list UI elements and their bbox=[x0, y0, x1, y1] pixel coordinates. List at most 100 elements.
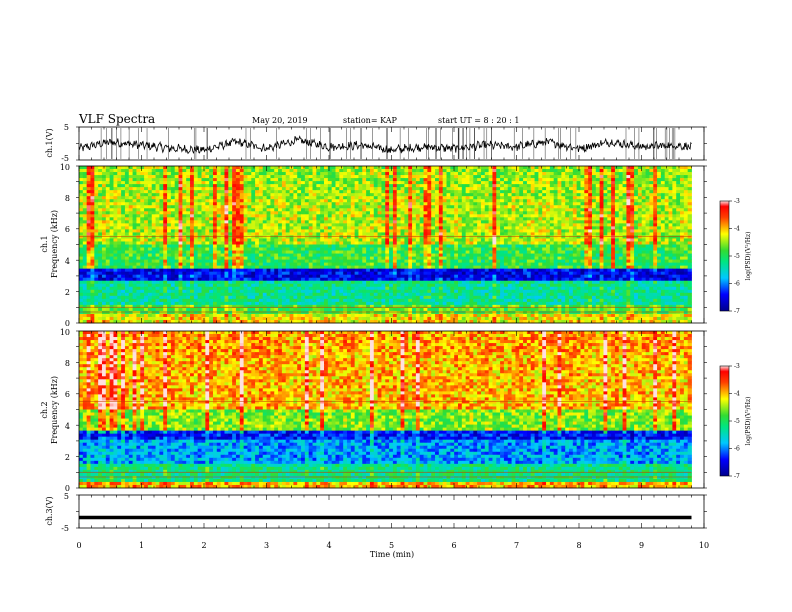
spec-cell bbox=[607, 250, 612, 254]
spec-cell bbox=[442, 226, 447, 230]
spec-cell bbox=[687, 208, 692, 212]
spec-cell bbox=[147, 220, 153, 224]
spec-cell bbox=[293, 196, 298, 200]
spec-cell bbox=[641, 253, 646, 257]
spec-cell bbox=[668, 208, 673, 212]
spec-cell bbox=[588, 187, 593, 191]
spec-cell bbox=[500, 166, 505, 170]
spec-cell bbox=[366, 193, 371, 197]
spec-cell bbox=[442, 184, 447, 188]
spec-cell bbox=[496, 184, 501, 188]
spec-cell bbox=[561, 247, 566, 251]
spec-cell bbox=[427, 211, 432, 215]
spec-cell bbox=[247, 220, 252, 224]
spec-cell bbox=[144, 205, 149, 209]
spec-cell bbox=[649, 247, 654, 251]
spec-cell bbox=[588, 175, 593, 179]
spec-cell bbox=[262, 244, 267, 248]
spec-cell bbox=[680, 193, 685, 197]
spec-cell bbox=[427, 253, 432, 257]
spec-cell bbox=[216, 175, 222, 179]
spec-cell bbox=[369, 232, 375, 236]
spec-cell bbox=[297, 184, 302, 188]
spec-cell bbox=[90, 172, 95, 176]
spec-cell bbox=[649, 187, 654, 191]
spec-cell bbox=[243, 235, 248, 239]
spec-cell bbox=[473, 205, 478, 209]
spec-cell bbox=[304, 193, 310, 197]
spec-cell bbox=[427, 205, 432, 209]
spec-cell bbox=[278, 208, 283, 212]
spec-cell bbox=[101, 223, 107, 227]
spec-cell bbox=[274, 172, 279, 176]
spec-cell bbox=[450, 244, 455, 248]
spec-cell bbox=[607, 196, 612, 200]
spec-cell bbox=[419, 175, 424, 179]
spec-cell bbox=[519, 223, 524, 227]
spec-cell bbox=[155, 241, 160, 245]
spec-cell bbox=[488, 199, 493, 203]
spec-cell bbox=[281, 241, 287, 245]
spec-cell bbox=[320, 181, 325, 185]
spec-cell bbox=[90, 196, 95, 200]
spec-cell bbox=[335, 205, 340, 209]
spec-cell bbox=[431, 223, 436, 227]
spec-cell bbox=[626, 187, 631, 191]
spec-cell bbox=[450, 247, 455, 251]
spec-cell bbox=[235, 250, 241, 254]
spec-cell bbox=[676, 193, 681, 197]
spec-cell bbox=[324, 178, 329, 182]
spec-cell bbox=[331, 223, 336, 227]
spec-cell bbox=[316, 247, 321, 251]
spec-cell bbox=[488, 178, 493, 182]
spec-cell bbox=[454, 238, 459, 242]
spec-cell bbox=[205, 229, 210, 233]
spec-cell bbox=[232, 178, 237, 182]
spec-cell bbox=[358, 250, 363, 254]
spec-cell bbox=[442, 190, 447, 194]
spec-cell bbox=[680, 175, 685, 179]
spec-cell bbox=[350, 196, 356, 200]
spec-cell bbox=[312, 202, 317, 206]
spec-cell bbox=[446, 202, 451, 206]
spec-cell bbox=[530, 250, 535, 254]
spec-cell bbox=[683, 199, 689, 203]
spec-cell bbox=[530, 244, 535, 248]
spec-cell bbox=[480, 253, 486, 257]
spec-cell bbox=[526, 214, 532, 218]
spec-cell bbox=[657, 211, 662, 215]
spec-cell bbox=[584, 238, 589, 242]
spec-cell bbox=[480, 187, 486, 191]
spec-cell bbox=[381, 199, 386, 203]
spec-cell bbox=[117, 241, 122, 245]
spec-cell bbox=[526, 250, 532, 254]
spec-cell bbox=[140, 181, 145, 185]
spec-cell bbox=[105, 244, 111, 248]
spec-cell bbox=[121, 241, 126, 245]
spec-cell bbox=[255, 175, 260, 179]
spec-cell bbox=[308, 247, 313, 251]
spec-cell bbox=[454, 232, 459, 236]
spec-cell bbox=[526, 217, 532, 221]
spec-cell bbox=[622, 178, 627, 182]
spec-cell bbox=[511, 235, 516, 239]
spec-cell bbox=[132, 232, 137, 236]
spec-cell bbox=[473, 223, 478, 227]
spec-cell bbox=[542, 169, 547, 173]
spec-cell bbox=[419, 232, 424, 236]
spec-cell bbox=[435, 238, 440, 242]
spec-cell bbox=[373, 214, 378, 218]
spec-cell bbox=[507, 187, 512, 191]
spec-cell bbox=[588, 223, 593, 227]
spec-cell bbox=[228, 184, 233, 188]
spec-cell bbox=[350, 229, 356, 233]
spec-cell bbox=[680, 166, 685, 170]
spec-cell bbox=[431, 226, 436, 230]
spec-cell bbox=[683, 202, 689, 206]
spec-cell bbox=[369, 241, 375, 245]
spec-cell bbox=[653, 229, 658, 233]
spec-cell bbox=[358, 187, 363, 191]
spec-cell bbox=[488, 184, 493, 188]
spec-cell bbox=[660, 169, 666, 173]
spec-cell bbox=[492, 220, 497, 224]
